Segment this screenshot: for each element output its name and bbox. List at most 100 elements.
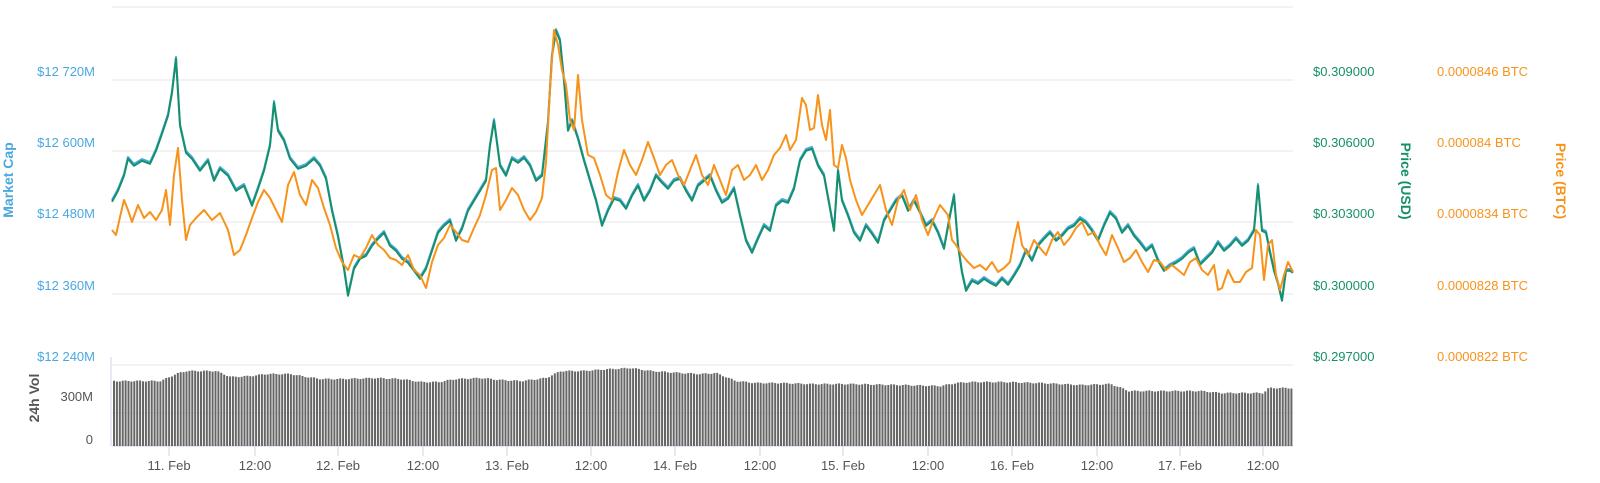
volume-bar (278, 374, 281, 446)
volume-bar (1162, 390, 1165, 446)
volume-bar (289, 374, 292, 446)
volume-bar (545, 378, 548, 446)
volume-bar (159, 381, 162, 446)
volume-bar (530, 379, 533, 446)
volume-bar (852, 383, 855, 446)
volume-bar (791, 383, 794, 446)
volume-bar (1122, 388, 1125, 446)
volume-bar (226, 376, 229, 446)
volume-bar (701, 373, 704, 446)
volume-bar (1278, 388, 1281, 446)
volume-bar (359, 379, 362, 446)
volume-bar (295, 375, 298, 446)
volume-bar (324, 378, 327, 446)
volume-bar (611, 368, 614, 446)
volume-bar (1072, 385, 1075, 446)
volume-bar (481, 378, 484, 446)
volume-bar (432, 381, 434, 446)
volume-bar (571, 370, 574, 446)
volume-bar (1287, 388, 1290, 446)
price-usd-axis-title: Price (USD) (1398, 142, 1414, 220)
volume-bar (200, 371, 202, 446)
volume-bar (858, 384, 861, 446)
x-tick-label: 12:00 (911, 458, 945, 473)
volume-bar (139, 380, 142, 446)
volume-bar (556, 372, 559, 446)
volume-bar (1194, 391, 1197, 446)
volume-bar (382, 378, 385, 446)
x-tick-label: 12:00 (574, 458, 608, 473)
volume-bar (1041, 382, 1043, 446)
price-btc-tick-label: 0.000084 BTC (1437, 135, 1521, 150)
volume-bar (896, 385, 898, 446)
price-usd-line (111, 29, 1294, 302)
volume-bar (147, 381, 150, 446)
volume-bar (1177, 390, 1180, 446)
volume-bar (582, 370, 585, 446)
volume-bar (652, 371, 655, 446)
market-cap-tick-label: $12 600M (37, 135, 95, 150)
price-btc-tick-label: 0.0000822 BTC (1437, 349, 1529, 364)
volume-bar (951, 384, 954, 446)
volume-bar (565, 370, 568, 446)
volume-bar (188, 370, 191, 446)
volume-bar (400, 379, 403, 446)
volume-bar (690, 372, 693, 446)
volume-bar (1104, 383, 1107, 446)
volume-bar (1241, 392, 1244, 446)
volume-bar (1223, 393, 1226, 446)
volume-bar (1157, 391, 1159, 446)
volume-bar (840, 383, 843, 446)
market-cap-tick-label: $12 480M (37, 206, 95, 221)
volume-bar (347, 379, 350, 446)
volume-bar (1113, 386, 1116, 446)
volume-bar (202, 370, 205, 446)
volume-bar (751, 383, 753, 446)
volume-bar (1032, 383, 1035, 446)
volume-bar (867, 384, 869, 446)
volume-bar (307, 377, 310, 446)
volume-bar (710, 373, 713, 446)
volume-bar (1099, 384, 1101, 446)
volume-bar (1075, 385, 1078, 446)
volume-bar (519, 381, 521, 446)
x-tick-label: 12:00 (238, 458, 272, 473)
volume-bar (113, 380, 115, 446)
volume-bar (919, 384, 922, 446)
volume-bar (301, 376, 304, 446)
volume-bar (243, 375, 246, 446)
volume-bar (869, 384, 872, 446)
volume-bar (829, 384, 832, 446)
volume-bar (553, 373, 556, 446)
volume-bar (168, 377, 171, 446)
volume-bar (1159, 390, 1162, 446)
volume-bar (661, 371, 664, 446)
x-tick-label: 15. Feb (820, 458, 866, 473)
volume-bar (1206, 392, 1209, 446)
volume-bar (962, 382, 965, 446)
volume-bar (1064, 384, 1067, 446)
volume-bar (1014, 382, 1017, 446)
volume-bar (745, 381, 748, 446)
volume-bar (884, 385, 887, 446)
volume-bar (379, 377, 382, 446)
volume-bar (733, 380, 736, 446)
volume-bar (936, 386, 939, 446)
volume-bar (762, 383, 765, 446)
volume-bar (362, 378, 365, 446)
volume-bar (788, 383, 791, 446)
volume-bar (777, 383, 780, 446)
volume-bar (698, 374, 701, 446)
volume-bar (527, 379, 530, 446)
volume-bar (197, 371, 200, 446)
volume-bar (1052, 383, 1055, 446)
volume-bar (1067, 383, 1070, 446)
volume-bar (452, 379, 455, 446)
volume-bar (510, 380, 513, 446)
volume-bar (144, 381, 147, 446)
price-btc-line (111, 29, 1294, 291)
volume-bar (208, 371, 211, 446)
volume-bar (420, 381, 423, 446)
volume-bar (594, 369, 597, 446)
volume-bar (632, 368, 635, 446)
